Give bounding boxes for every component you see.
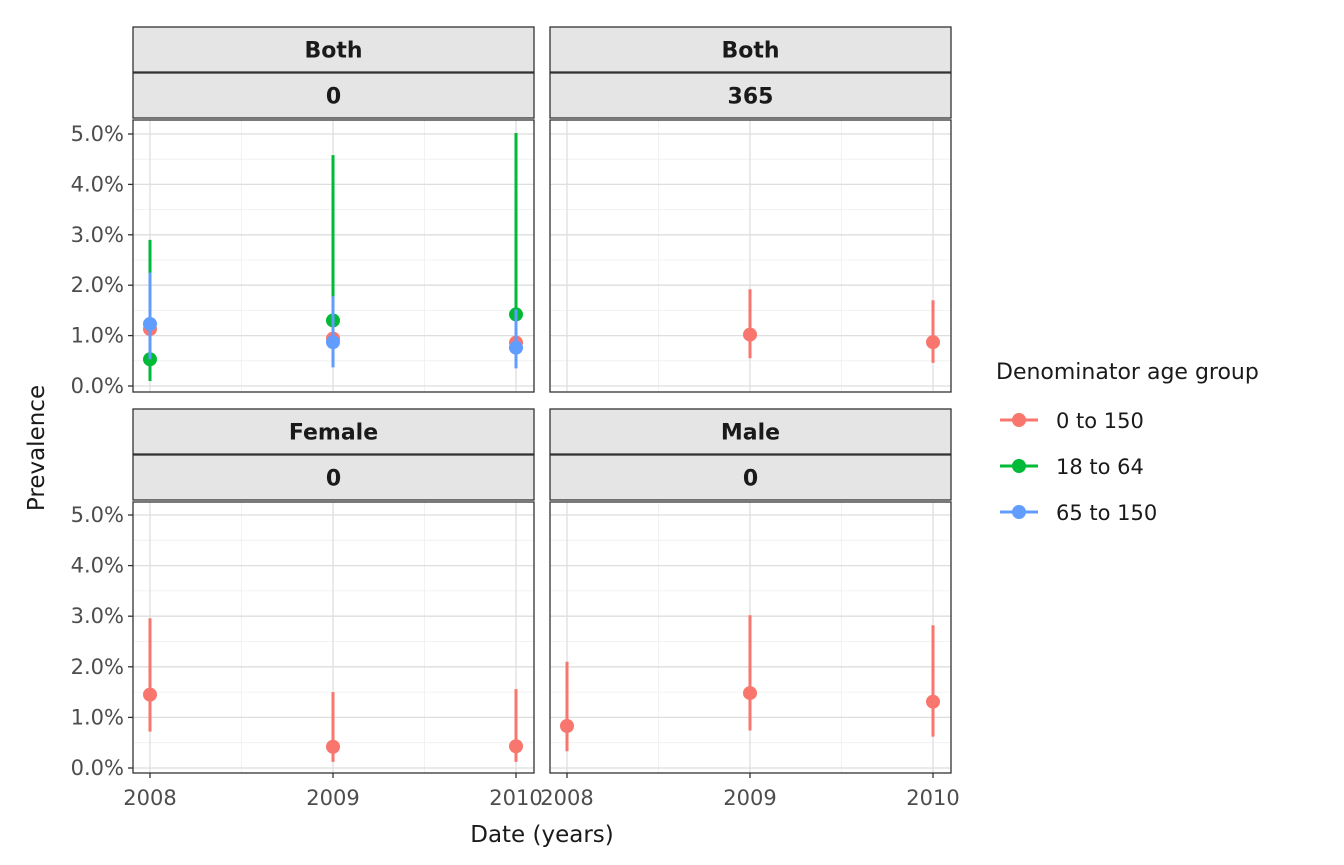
data-point — [143, 687, 157, 702]
y-tick-label: 5.0% — [71, 122, 124, 146]
y-tick-label: 3.0% — [71, 604, 124, 628]
legend-label: 65 to 150 — [1056, 501, 1157, 525]
facet-strip — [549, 454, 952, 501]
facet-strip-label: Both — [721, 39, 779, 64]
legend-key-point — [1012, 413, 1026, 427]
legend-item: 18 to 64 — [1000, 455, 1144, 479]
legend-key-point — [1012, 459, 1026, 473]
facet-strip-label: Female — [289, 421, 378, 446]
y-tick-label: 1.0% — [71, 324, 124, 348]
facet-panel: Male 0 — [549, 408, 952, 774]
x-tick-label: 2008 — [123, 786, 176, 810]
facet-strip-label: Male — [721, 421, 780, 446]
facet-strip-label: Both — [304, 39, 362, 64]
x-axis-title: Date (years) — [470, 822, 614, 848]
x-tick-label: 2009 — [306, 786, 359, 810]
data-point — [326, 739, 340, 754]
legend-entries: 0 to 150 18 to 64 65 to 150 — [1000, 409, 1157, 525]
data-point — [926, 335, 940, 350]
x-tick-label: 2010 — [906, 786, 959, 810]
y-tick-label: 5.0% — [71, 503, 124, 527]
x-tick-label: 2009 — [723, 786, 776, 810]
series-0-to-150 — [143, 618, 523, 762]
y-tick-label: 0.0% — [71, 756, 124, 780]
facet-strip-label: 0 — [326, 85, 341, 110]
series-0-to-150 — [560, 615, 940, 752]
legend-key-point — [1012, 505, 1026, 519]
data-point — [509, 739, 523, 754]
data-point — [926, 694, 940, 709]
y-tick-label: 2.0% — [71, 273, 124, 297]
x-tick-label: 2010 — [489, 786, 542, 810]
y-tick-label: 4.0% — [71, 554, 124, 578]
y-tick-label: 3.0% — [71, 223, 124, 247]
y-tick-label: 2.0% — [71, 655, 124, 679]
y-axis-title: Prevalence — [24, 385, 50, 511]
data-point — [560, 719, 574, 734]
facet-panel: Female 0 — [132, 408, 535, 774]
data-point — [326, 335, 340, 350]
data-point — [743, 327, 757, 342]
y-tick-label: 4.0% — [71, 172, 124, 196]
facet-panel: Both 365 — [549, 26, 952, 393]
facet-strip — [549, 72, 952, 119]
panel-border — [549, 119, 952, 393]
facet-strip — [132, 408, 535, 455]
facet-strip-label: 365 — [728, 85, 774, 110]
legend-item: 65 to 150 — [1000, 501, 1157, 525]
data-point — [743, 686, 757, 701]
x-tick-label: 2008 — [540, 786, 593, 810]
y-axes: 0.0% 1.0% 2.0% 3.0% 4.0% 5.0% 0.0% 1.0% 2.0% 3.0%… — [71, 122, 133, 780]
facet-strip — [132, 26, 535, 73]
series-65-to-150 — [143, 272, 523, 369]
data-point — [509, 340, 523, 355]
legend-label: 0 to 150 — [1056, 409, 1144, 433]
facet-strip-label: 0 — [326, 467, 341, 492]
panel-border — [132, 119, 535, 393]
y-tick-label: 0.0% — [71, 374, 124, 398]
facet-strip — [132, 72, 535, 119]
legend-item: 0 to 150 — [1000, 409, 1144, 433]
facet-panel: Both 0 — [132, 26, 535, 393]
y-tick-label: 1.0% — [71, 705, 124, 729]
facet-strip-label: 0 — [743, 467, 758, 492]
legend: Denominator age group 0 to 150 18 to 64 65… — [996, 360, 1259, 525]
series-0-to-150 — [743, 289, 940, 363]
facet-strip — [549, 408, 952, 455]
facet-strip — [549, 26, 952, 73]
legend-title: Denominator age group — [996, 360, 1259, 385]
data-point — [143, 317, 157, 332]
facet-strip — [132, 454, 535, 501]
legend-label: 18 to 64 — [1056, 455, 1144, 479]
facet-panels: Both 0 Both 365 Female 0 Male 0 — [132, 26, 952, 774]
